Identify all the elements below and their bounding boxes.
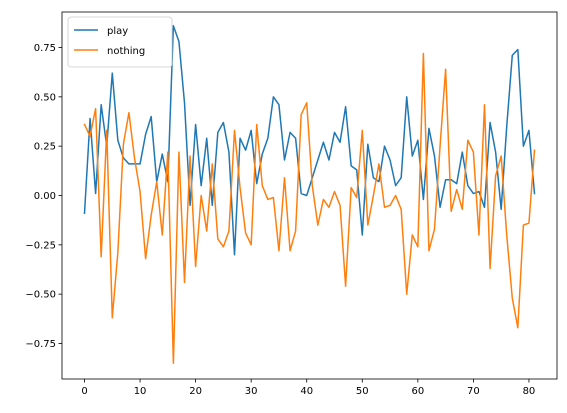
x-tick-label: 20 <box>189 386 202 397</box>
y-tick-label: −0.75 <box>25 339 56 350</box>
y-tick-label: 0.00 <box>34 191 56 202</box>
y-tick-label: −0.50 <box>25 290 56 301</box>
series-line-nothing <box>83 52 536 364</box>
x-tick-label: 30 <box>245 386 258 397</box>
y-axis: −0.75 −0.50 −0.25 0.00 0.25 0.50 0.75 <box>25 43 62 350</box>
y-tick-label: 0.75 <box>34 43 56 54</box>
x-tick-label: 50 <box>356 386 369 397</box>
x-tick-label: 70 <box>467 386 480 397</box>
legend-label-nothing: nothing <box>107 46 145 57</box>
x-axis: 0 10 20 30 40 50 60 70 80 <box>81 379 535 397</box>
legend-label-play: play <box>107 26 128 37</box>
series-layer <box>83 25 536 364</box>
series-line-play <box>83 25 536 256</box>
legend-box <box>67 16 173 68</box>
axes-frame <box>61 11 558 380</box>
y-tick-label: 0.25 <box>34 142 56 153</box>
x-tick-label: 0 <box>81 386 87 397</box>
y-tick-label: −0.25 <box>25 240 56 251</box>
legend: play nothing <box>67 16 173 68</box>
y-tick-label: 0.50 <box>34 92 56 103</box>
x-tick-label: 40 <box>300 386 313 397</box>
x-tick-label: 10 <box>134 386 147 397</box>
x-tick-label: 60 <box>411 386 424 397</box>
x-tick-label: 80 <box>523 386 536 397</box>
